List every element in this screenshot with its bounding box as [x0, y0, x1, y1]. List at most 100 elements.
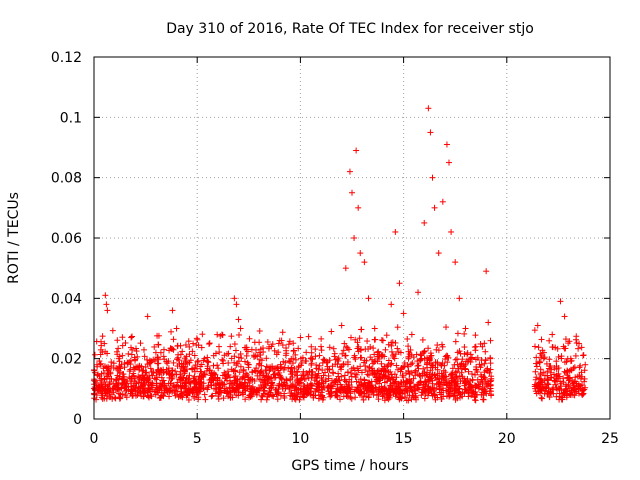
- data-point: [427, 367, 434, 374]
- data-point: [277, 365, 284, 372]
- data-point: [413, 351, 420, 358]
- data-point: [462, 366, 469, 373]
- data-point: [451, 390, 458, 397]
- data-point: [474, 368, 481, 375]
- data-point: [246, 335, 253, 342]
- data-point: [537, 350, 544, 357]
- data-point: [215, 365, 222, 372]
- data-point: [571, 364, 578, 371]
- data-point: [298, 376, 305, 383]
- data-point: [404, 361, 411, 368]
- data-point: [391, 355, 398, 362]
- data-point: [261, 374, 268, 381]
- x-tick-label: 25: [601, 431, 619, 447]
- data-point: [266, 385, 273, 392]
- data-point: [356, 389, 363, 396]
- data-point: [447, 385, 454, 392]
- data-point: [320, 372, 327, 379]
- data-point: [292, 390, 299, 397]
- data-point: [127, 383, 134, 390]
- data-point: [99, 333, 106, 340]
- data-point: [326, 344, 333, 351]
- data-point: [446, 393, 453, 400]
- data-point: [369, 387, 376, 394]
- data-point: [356, 335, 363, 342]
- data-point: [375, 396, 382, 403]
- data-point: [465, 387, 472, 394]
- data-point: [573, 389, 580, 396]
- data-point: [283, 345, 290, 352]
- data-point: [579, 387, 586, 394]
- data-point: [540, 369, 547, 376]
- data-point: [263, 355, 270, 362]
- data-point: [462, 325, 469, 332]
- data-point: [119, 342, 126, 349]
- data-point: [365, 393, 372, 400]
- data-point: [418, 392, 425, 399]
- data-point: [258, 396, 265, 403]
- data-point: [178, 377, 185, 384]
- data-point: [105, 363, 112, 370]
- data-point: [182, 358, 189, 365]
- data-point: [306, 369, 313, 376]
- data-point: [579, 373, 586, 380]
- data-point: [310, 391, 317, 398]
- data-point: [352, 356, 359, 363]
- data-point: [158, 383, 165, 390]
- data-point: [308, 361, 315, 368]
- data-point: [565, 377, 572, 384]
- data-point: [448, 228, 455, 235]
- data-point: [434, 342, 441, 349]
- data-point: [293, 385, 300, 392]
- data-point: [227, 394, 234, 401]
- data-point: [425, 105, 432, 112]
- data-point: [104, 307, 111, 314]
- data-point: [544, 368, 551, 375]
- data-point: [354, 384, 361, 391]
- data-point: [366, 363, 373, 370]
- data-point: [561, 313, 568, 320]
- data-point: [104, 392, 111, 399]
- data-point: [539, 395, 546, 402]
- x-tick-label: 15: [395, 431, 413, 447]
- data-point: [308, 343, 315, 350]
- data-point: [172, 368, 179, 375]
- data-point: [353, 147, 360, 154]
- data-point: [220, 381, 227, 388]
- data-point: [566, 391, 573, 398]
- data-point: [191, 377, 198, 384]
- data-points: [91, 105, 589, 404]
- data-point: [455, 388, 462, 395]
- data-point: [184, 388, 191, 395]
- data-point: [384, 363, 391, 370]
- data-point: [319, 386, 326, 393]
- data-point: [170, 382, 177, 389]
- data-point: [408, 352, 415, 359]
- data-point: [481, 360, 488, 367]
- data-point: [264, 364, 271, 371]
- data-point: [452, 259, 459, 266]
- data-point: [274, 390, 281, 397]
- data-point: [186, 351, 193, 358]
- data-point: [553, 393, 560, 400]
- data-point: [224, 368, 231, 375]
- data-point: [91, 369, 98, 376]
- data-point: [452, 338, 459, 345]
- data-point: [269, 341, 276, 348]
- data-point: [231, 295, 238, 302]
- data-point: [331, 379, 338, 386]
- data-point: [531, 343, 538, 350]
- data-point: [197, 378, 204, 385]
- data-point: [431, 391, 438, 398]
- data-point: [392, 351, 399, 358]
- data-point: [424, 385, 431, 392]
- data-point: [412, 392, 419, 399]
- x-tick-label: 20: [498, 431, 516, 447]
- data-point: [183, 383, 190, 390]
- data-point: [432, 396, 439, 403]
- data-point: [582, 361, 589, 368]
- data-point: [128, 375, 135, 382]
- data-point: [473, 383, 480, 390]
- data-point: [538, 394, 545, 401]
